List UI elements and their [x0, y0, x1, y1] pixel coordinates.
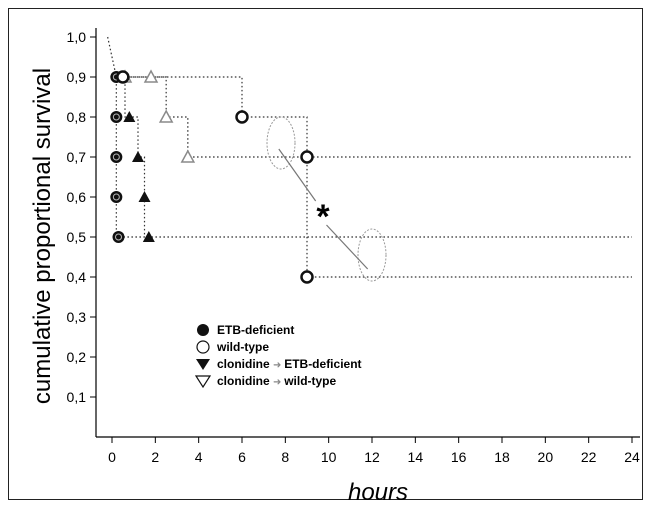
x-tick-label: 2: [151, 449, 159, 465]
x-tick-label: 14: [408, 449, 424, 465]
x-tick-label: 0: [108, 449, 116, 465]
point-clonidine-wild-type: [143, 69, 159, 83]
significance-brackets: [266, 116, 387, 282]
x-tick-label: 12: [364, 449, 380, 465]
y-tick-label: 0,3: [67, 309, 87, 325]
x-tick-label: 10: [321, 449, 337, 465]
point-wild-type: [235, 110, 249, 124]
bracket-line-upper: [278, 148, 317, 202]
point-clonidine-etb-deficient: [138, 191, 151, 202]
legend-item-2-marker: [196, 359, 210, 370]
point-etb-deficient: [110, 111, 123, 123]
point-etb-deficient: [110, 151, 123, 163]
legend-arrow-icon: ➜: [273, 377, 284, 388]
y-tick-label: 0,8: [67, 109, 87, 125]
y-tick-label: 0,2: [67, 349, 87, 365]
point-etb-deficient-ring: [112, 193, 120, 201]
point-etb-deficient: [110, 191, 123, 203]
legend-item-1-marker: [196, 340, 210, 354]
x-axis-label: hours: [348, 479, 408, 506]
x-tick-label: 4: [195, 449, 203, 465]
point-clonidine-etb-deficient: [123, 111, 136, 122]
y-tick-label: 1,0: [67, 29, 87, 45]
y-tick-label: 0,1: [67, 389, 87, 405]
legend-series-name: ETB-deficient: [217, 323, 294, 337]
bracket-ellipse-lower: [357, 228, 387, 282]
data-markers: [110, 69, 314, 284]
significance-asterisk: *: [316, 198, 330, 236]
curve-wild-type: [122, 76, 632, 278]
y-tick-label: 0,9: [67, 69, 87, 85]
legend-prefix: clonidine: [217, 357, 273, 371]
legend-item-0-marker: [197, 324, 209, 336]
legend-item-2-label: clonidine ➜ ETB-deficient: [217, 357, 362, 371]
axes: 0 2 4 6 8 10 12 14 16 18 20 22 240,10,20,30,40,50,60…: [67, 28, 640, 465]
x-tick-label: 6: [238, 449, 246, 465]
x-tick-label: 20: [538, 449, 554, 465]
point-etb-deficient-ring: [112, 113, 120, 121]
y-tick-label: 0,4: [67, 269, 87, 285]
y-axis-label: cumulative proportional survival: [29, 68, 56, 404]
point-wild-type: [116, 70, 130, 84]
point-clonidine-wild-type: [180, 149, 196, 163]
bracket-line-lower: [326, 224, 369, 270]
x-tick-label: 22: [581, 449, 597, 465]
point-etb-deficient-ring: [115, 233, 122, 241]
chart-frame: [8, 8, 643, 500]
point-clonidine-etb-deficient: [132, 151, 144, 162]
bracket-ellipse-upper: [266, 116, 296, 170]
legend-series-name: ETB-deficient: [284, 357, 361, 371]
point-wild-type: [300, 150, 314, 164]
legend-prefix: clonidine: [217, 374, 273, 388]
legend-series-name: wild-type: [283, 374, 336, 388]
y-tick-label: 0,6: [67, 189, 87, 205]
point-clonidine-wild-type: [158, 109, 174, 123]
y-tick-label: 0,7: [67, 149, 87, 165]
curve-clonidine-wild-type: [125, 76, 632, 158]
x-tick-label: 18: [494, 449, 510, 465]
legend: ETB-deficient wild-type clonidine ➜ ETB-de…: [194, 323, 362, 389]
point-wild-type: [300, 270, 314, 284]
point-clonidine-etb-deficient: [142, 231, 155, 242]
point-etb-deficient: [112, 231, 125, 243]
y-tick-label: 0,5: [67, 229, 87, 245]
legend-item-3-marker: [194, 375, 212, 389]
legend-item-3-label: clonidine ➜ wild-type: [217, 374, 337, 388]
point-etb-deficient-ring: [112, 153, 120, 161]
x-tick-label: 8: [281, 449, 289, 465]
legend-item-0-label: ETB-deficient: [217, 323, 294, 337]
legend-item-1-label: wild-type: [216, 340, 269, 354]
curve-etb-deficient: [107, 36, 632, 238]
x-tick-label: 16: [451, 449, 467, 465]
legend-series-name: wild-type: [216, 340, 269, 354]
x-tick-label: 24: [624, 449, 640, 465]
legend-arrow-icon: ➜: [273, 360, 284, 371]
